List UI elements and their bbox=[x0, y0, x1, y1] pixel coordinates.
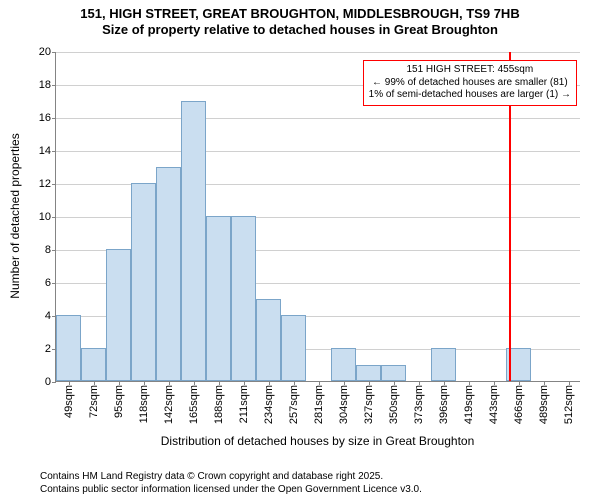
histogram-bar bbox=[431, 348, 456, 381]
y-tick bbox=[52, 85, 56, 86]
footer-line-2: Contains public sector information licen… bbox=[40, 483, 422, 496]
annotation-line-1: 151 HIGH STREET: 455sqm bbox=[369, 64, 571, 77]
grid-line bbox=[56, 52, 580, 53]
histogram-bar bbox=[131, 183, 156, 381]
y-tick bbox=[52, 52, 56, 53]
y-tick bbox=[52, 382, 56, 383]
y-tick-label: 6 bbox=[45, 277, 51, 289]
x-tick-label: 281sqm bbox=[313, 385, 325, 424]
x-tick-label: 443sqm bbox=[488, 385, 500, 424]
footer-line-1: Contains HM Land Registry data © Crown c… bbox=[40, 470, 422, 483]
histogram-bar bbox=[331, 348, 356, 381]
annotation-line-3: 1% of semi-detached houses are larger (1… bbox=[369, 89, 571, 102]
x-tick-label: 257sqm bbox=[288, 385, 300, 424]
y-tick bbox=[52, 283, 56, 284]
x-tick-label: 304sqm bbox=[338, 385, 350, 424]
annotation-box: 151 HIGH STREET: 455sqm ← 99% of detache… bbox=[363, 60, 577, 106]
x-tick-label: 165sqm bbox=[188, 385, 200, 424]
y-axis-label: Number of detached properties bbox=[8, 131, 22, 301]
histogram-bar bbox=[231, 216, 256, 381]
y-tick-label: 14 bbox=[39, 145, 51, 157]
grid-line bbox=[56, 118, 580, 119]
histogram-bar bbox=[256, 299, 281, 382]
grid-line bbox=[56, 151, 580, 152]
x-tick-label: 419sqm bbox=[463, 385, 475, 424]
x-tick-label: 211sqm bbox=[238, 385, 250, 423]
histogram-bar bbox=[156, 167, 181, 382]
y-tick-label: 4 bbox=[45, 310, 51, 322]
x-tick-label: 466sqm bbox=[513, 385, 525, 424]
x-tick-label: 373sqm bbox=[413, 385, 425, 424]
x-tick-label: 512sqm bbox=[563, 385, 575, 424]
y-tick-label: 0 bbox=[45, 376, 51, 388]
x-tick-label: 118sqm bbox=[138, 385, 150, 423]
x-tick-label: 95sqm bbox=[113, 385, 125, 418]
x-tick-label: 350sqm bbox=[388, 385, 400, 424]
y-tick bbox=[52, 217, 56, 218]
histogram-bar bbox=[81, 348, 106, 381]
histogram-bar bbox=[356, 365, 381, 382]
y-tick bbox=[52, 184, 56, 185]
y-tick-label: 10 bbox=[39, 211, 51, 223]
y-tick-label: 8 bbox=[45, 244, 51, 256]
histogram-bar bbox=[181, 101, 206, 382]
x-tick-label: 142sqm bbox=[163, 385, 175, 424]
title-block: 151, HIGH STREET, GREAT BROUGHTON, MIDDL… bbox=[0, 0, 600, 39]
y-tick-label: 16 bbox=[39, 112, 51, 124]
y-tick-label: 20 bbox=[39, 46, 51, 58]
histogram-bar bbox=[281, 315, 306, 381]
y-tick-label: 18 bbox=[39, 79, 51, 91]
x-tick-label: 234sqm bbox=[263, 385, 275, 424]
y-tick bbox=[52, 151, 56, 152]
title-line-1: 151, HIGH STREET, GREAT BROUGHTON, MIDDL… bbox=[0, 6, 600, 22]
x-tick-label: 489sqm bbox=[538, 385, 550, 424]
y-tick bbox=[52, 250, 56, 251]
title-line-2: Size of property relative to detached ho… bbox=[0, 22, 600, 38]
histogram-bar bbox=[56, 315, 81, 381]
plot-area: 0246810121416182049sqm72sqm95sqm118sqm14… bbox=[55, 52, 580, 382]
x-tick-label: 327sqm bbox=[363, 385, 375, 424]
footer-text: Contains HM Land Registry data © Crown c… bbox=[40, 470, 422, 496]
x-tick-label: 49sqm bbox=[63, 385, 75, 418]
x-tick-label: 396sqm bbox=[438, 385, 450, 424]
histogram-bar bbox=[381, 365, 406, 382]
y-tick bbox=[52, 118, 56, 119]
y-tick-label: 12 bbox=[39, 178, 51, 190]
annotation-line-2: ← 99% of detached houses are smaller (81… bbox=[369, 77, 571, 90]
histogram-bar bbox=[106, 249, 131, 381]
chart-container: 151, HIGH STREET, GREAT BROUGHTON, MIDDL… bbox=[0, 0, 600, 500]
y-tick-label: 2 bbox=[45, 343, 51, 355]
x-tick-label: 188sqm bbox=[213, 385, 225, 424]
histogram-bar bbox=[206, 216, 231, 381]
x-tick-label: 72sqm bbox=[88, 385, 100, 418]
x-axis-label: Distribution of detached houses by size … bbox=[55, 434, 580, 448]
